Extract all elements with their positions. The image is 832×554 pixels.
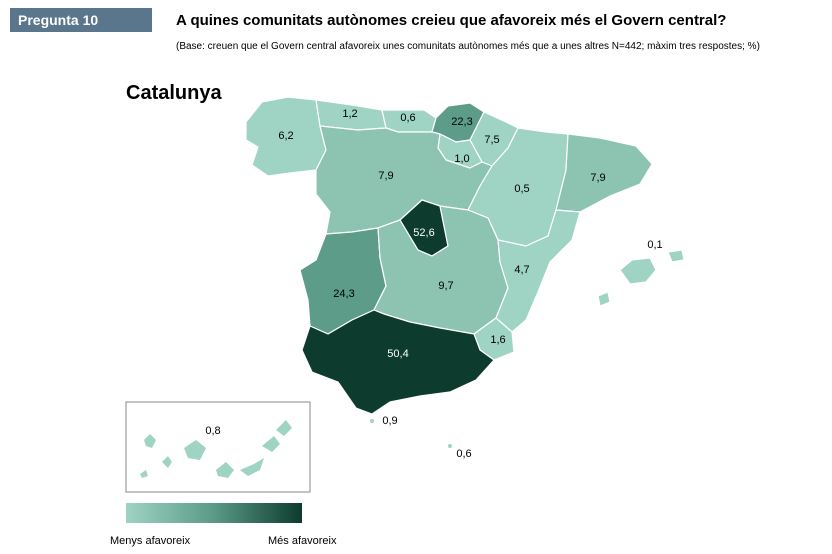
label-canaries: 0,8 (205, 425, 220, 437)
label-balears: 0,1 (647, 239, 662, 251)
label-valencia: 4,7 (514, 264, 529, 276)
label-castella-lleo: 7,9 (378, 170, 393, 182)
label-madrid: 52,6 (413, 227, 434, 239)
legend-high-label: Més afavoreix (268, 535, 336, 547)
label-navarra: 7,5 (484, 134, 499, 146)
label-extremadura: 24,3 (333, 288, 354, 300)
label-la-rioja: 1,0 (454, 153, 469, 165)
legend-low-label: Menys afavoreix (110, 535, 190, 547)
label-arago: 0,5 (514, 183, 529, 195)
label-catalunya: 7,9 (590, 172, 605, 184)
canaries-inset-frame (126, 402, 310, 492)
label-ceuta: 0,9 (382, 415, 397, 427)
region-balears-menorca (668, 250, 684, 262)
label-galicia: 6,2 (278, 130, 293, 142)
label-andalusia: 50,4 (387, 348, 408, 360)
legend-color-scale (126, 503, 302, 523)
region-melilla (448, 444, 452, 448)
label-castella-la-manxa: 9,7 (438, 280, 453, 292)
spain-choropleth-map: 6,2 1,2 0,6 22,3 7,5 1,0 7,9 0,5 7,9 52,… (0, 0, 832, 554)
region-ceuta (370, 419, 374, 423)
region-balears-eivissa (598, 292, 610, 306)
label-melilla: 0,6 (456, 448, 471, 460)
label-pais-basc: 22,3 (451, 116, 472, 128)
region-balears (620, 258, 656, 284)
label-cantabria: 0,6 (400, 112, 415, 124)
label-asturias: 1,2 (342, 108, 357, 120)
label-murcia: 1,6 (490, 334, 505, 346)
